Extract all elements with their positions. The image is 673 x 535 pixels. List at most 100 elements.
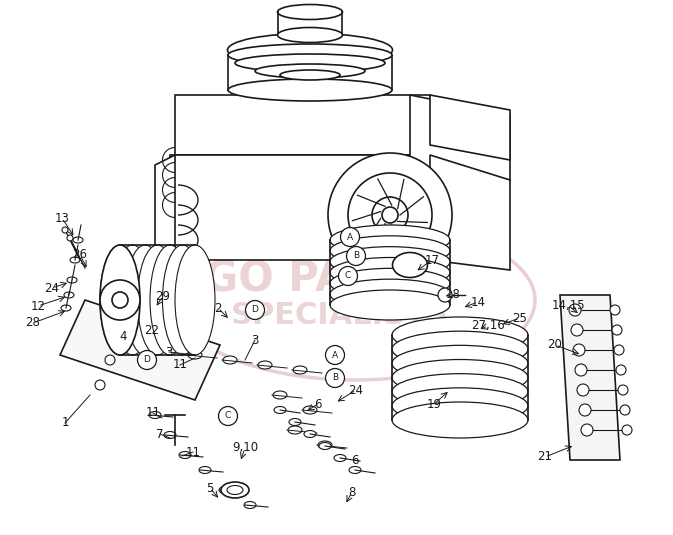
- Circle shape: [67, 235, 73, 241]
- Ellipse shape: [392, 360, 528, 395]
- Text: 21: 21: [538, 450, 553, 463]
- Ellipse shape: [293, 366, 307, 374]
- Ellipse shape: [223, 356, 237, 364]
- Circle shape: [614, 345, 624, 355]
- Text: 13: 13: [55, 211, 69, 225]
- Ellipse shape: [227, 33, 392, 67]
- Ellipse shape: [199, 467, 211, 473]
- Ellipse shape: [277, 4, 343, 19]
- Text: 11: 11: [172, 358, 188, 371]
- Ellipse shape: [175, 245, 215, 355]
- Circle shape: [95, 380, 105, 390]
- Circle shape: [348, 173, 432, 257]
- Text: 8: 8: [349, 485, 356, 499]
- Circle shape: [137, 350, 157, 370]
- Circle shape: [622, 425, 632, 435]
- Text: 3: 3: [166, 346, 173, 358]
- Text: 19: 19: [427, 398, 441, 410]
- Circle shape: [347, 247, 365, 265]
- Ellipse shape: [392, 388, 528, 424]
- Polygon shape: [175, 95, 430, 155]
- Text: B: B: [332, 373, 338, 383]
- Ellipse shape: [73, 237, 83, 243]
- Circle shape: [616, 365, 626, 375]
- Circle shape: [341, 227, 359, 247]
- Ellipse shape: [288, 426, 302, 434]
- Text: 2: 2: [214, 302, 221, 315]
- Ellipse shape: [330, 290, 450, 320]
- Circle shape: [612, 325, 622, 335]
- Ellipse shape: [70, 257, 80, 263]
- Ellipse shape: [235, 54, 385, 72]
- Circle shape: [575, 364, 587, 376]
- Ellipse shape: [319, 442, 331, 449]
- Text: 29: 29: [155, 289, 170, 302]
- Ellipse shape: [330, 236, 450, 266]
- Text: 5: 5: [207, 482, 214, 494]
- Ellipse shape: [150, 245, 190, 355]
- Circle shape: [620, 405, 630, 415]
- Polygon shape: [430, 95, 510, 160]
- Text: D: D: [252, 305, 258, 315]
- Ellipse shape: [67, 277, 77, 283]
- Circle shape: [328, 153, 452, 277]
- Circle shape: [105, 355, 115, 365]
- Polygon shape: [155, 155, 175, 275]
- Text: 18: 18: [446, 287, 460, 301]
- Text: D: D: [143, 355, 151, 364]
- Polygon shape: [560, 295, 620, 460]
- Circle shape: [372, 197, 408, 233]
- Text: SPECIALISTS: SPECIALISTS: [231, 301, 449, 330]
- Ellipse shape: [392, 331, 528, 367]
- Ellipse shape: [304, 431, 316, 438]
- Text: A: A: [347, 233, 353, 241]
- Ellipse shape: [330, 257, 450, 287]
- Text: 11: 11: [145, 407, 160, 419]
- Text: GO PARTS: GO PARTS: [204, 259, 436, 301]
- Text: 22: 22: [145, 324, 160, 337]
- Ellipse shape: [179, 452, 191, 458]
- Ellipse shape: [112, 245, 153, 355]
- Text: 26: 26: [73, 248, 87, 262]
- Ellipse shape: [61, 305, 71, 311]
- Circle shape: [219, 407, 238, 425]
- Ellipse shape: [330, 247, 450, 277]
- Circle shape: [618, 385, 628, 395]
- Circle shape: [100, 280, 140, 320]
- Polygon shape: [170, 155, 430, 260]
- Ellipse shape: [149, 411, 161, 418]
- Circle shape: [571, 324, 583, 336]
- Ellipse shape: [392, 317, 528, 353]
- Text: 17: 17: [425, 254, 439, 266]
- Text: 12: 12: [30, 300, 46, 312]
- Circle shape: [62, 227, 68, 233]
- Circle shape: [569, 304, 581, 316]
- Ellipse shape: [219, 486, 231, 493]
- Ellipse shape: [349, 467, 361, 473]
- Text: 6: 6: [314, 398, 322, 410]
- Ellipse shape: [164, 432, 176, 439]
- Circle shape: [577, 384, 589, 396]
- Text: 20: 20: [548, 339, 563, 351]
- Ellipse shape: [318, 441, 332, 449]
- Circle shape: [573, 344, 585, 356]
- Text: 4: 4: [119, 330, 127, 342]
- Text: C: C: [345, 271, 351, 280]
- Ellipse shape: [221, 482, 249, 498]
- Text: 11: 11: [186, 446, 201, 458]
- Ellipse shape: [227, 485, 243, 494]
- Text: 1: 1: [61, 417, 69, 430]
- Ellipse shape: [64, 292, 74, 298]
- Circle shape: [339, 266, 357, 286]
- Text: 9,10: 9,10: [232, 441, 258, 455]
- Ellipse shape: [392, 253, 427, 278]
- Ellipse shape: [277, 27, 343, 42]
- Text: B: B: [353, 251, 359, 261]
- Text: 7: 7: [156, 427, 164, 440]
- Ellipse shape: [289, 418, 301, 425]
- Ellipse shape: [228, 44, 392, 66]
- Text: 24: 24: [349, 384, 363, 396]
- Text: 6: 6: [351, 454, 359, 467]
- Ellipse shape: [188, 351, 202, 359]
- Text: C: C: [225, 411, 231, 421]
